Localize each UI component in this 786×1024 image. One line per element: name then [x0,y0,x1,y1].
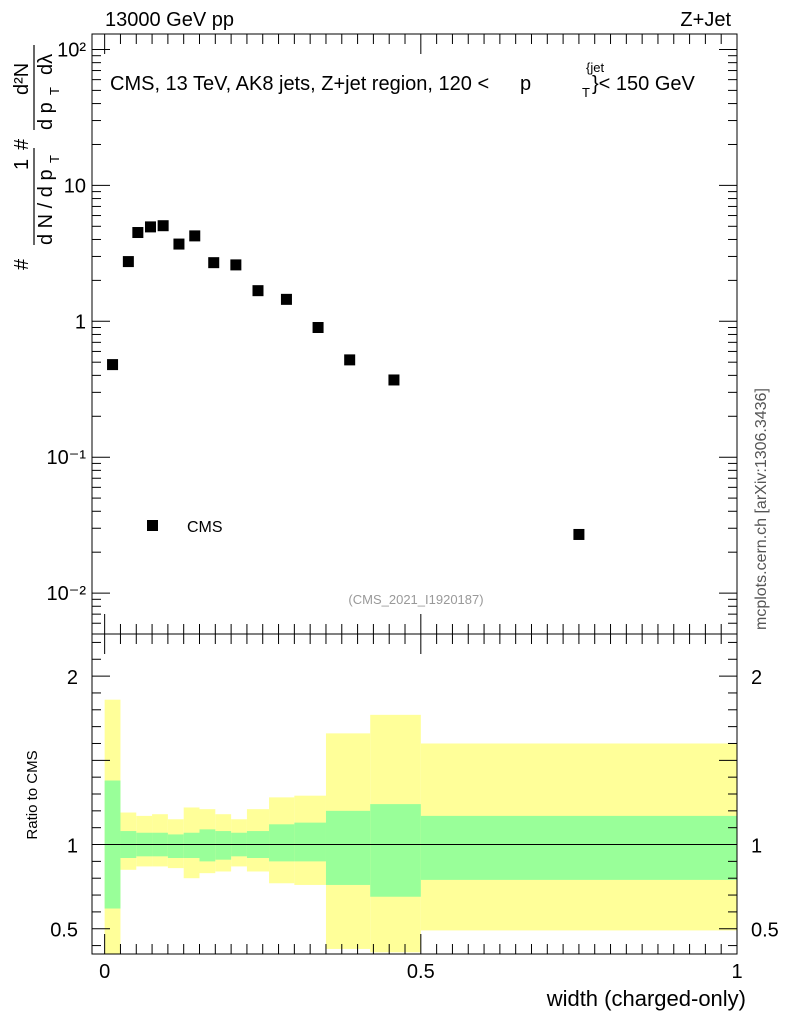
ylabel-dlambda: dλ [35,54,57,75]
x-axis-label: width (charged-only) [546,986,746,1011]
data-point [280,293,292,305]
ratio-y-tick-label: 1 [67,836,78,858]
main-y-tick-label: 10² [57,39,86,61]
data-point [173,238,185,250]
data-points [107,220,585,540]
ylabel-d2n: d²N [11,63,33,95]
x-tick-label: 0.5 [407,961,435,983]
data-point [312,322,324,334]
stat-uncertainty-bin [183,832,200,858]
stat-uncertainty-bin [325,810,371,885]
ratio-y-tick-label-right: 1 [751,836,762,858]
side-reference-label: mcplots.cern.ch [arXiv:1306.3436] [753,388,770,630]
main-x-ticks [104,34,738,634]
energy-label: 13000 GeV pp [105,9,234,31]
data-point [144,221,156,233]
stat-uncertainty-bin [199,829,216,862]
data-point [157,220,169,232]
ylabel-hash-1: # [11,258,33,270]
data-point [344,354,356,366]
main-y-tick-label: 1 [75,311,86,333]
main-y-tick-labels: 10⁻² 10⁻¹ 1 10 10² [47,39,87,605]
title-pt-subscript: T [582,85,590,100]
stat-uncertainty-bin [269,824,295,862]
data-point [189,230,201,242]
x-tick-label: 1 [731,961,742,983]
title-pt-symbol: p [520,73,531,95]
stat-uncertainty-bin [294,822,326,862]
title-pt-superscript: {jet [586,60,604,75]
ylabel-t-subscript-2: T [47,87,62,95]
stat-uncertainty-bin [370,804,421,897]
ratio-y-tick-label: 2 [67,667,78,689]
ratio-y-tick-label-right: 0.5 [751,920,779,942]
data-point [252,285,264,297]
main-y-tick-label: 10⁻¹ [47,447,87,469]
main-y-ticks [92,48,737,635]
ylabel-hash-2: # [11,138,33,150]
main-y-tick-label: 10 [64,175,86,197]
ratio-y-tick-label-right: 2 [751,667,762,689]
title-tail: }< 150 GeV [592,73,696,95]
legend-marker [147,520,158,531]
legend-label: CMS [187,519,223,536]
chart-title: CMS, 13 TeV, AK8 jets, Z+jet region, 120… [110,73,489,95]
data-point [208,257,220,269]
x-tick-labels: 0 0.5 1 [99,961,742,983]
ratio-bands [104,699,737,954]
process-label: Z+Jet [680,9,731,31]
data-point [132,227,144,239]
ratio-y-axis-label: Ratio to CMS [24,750,41,839]
x-tick-label: 0 [99,961,110,983]
main-panel: 10⁻² 10⁻¹ 1 10 10² CMS, 13 TeV, AK8 jets, Z+… [11,33,738,635]
ylabel-one: 1 [11,159,33,170]
data-point [388,374,400,386]
data-point [573,528,585,540]
ratio-panel: 0.5 0.51 12 2 0 0.5 1 Ratio to CMS width (cha… [24,633,779,1011]
ratio-ticks [92,634,738,954]
stat-uncertainty-bin [215,831,232,860]
main-y-tick-label: 10⁻² [47,583,87,605]
data-point [122,256,134,268]
main-frame [91,33,738,635]
stat-uncertainty-bin [420,815,737,880]
analysis-watermark: (CMS_2021_I1920187) [348,592,483,607]
ratio-y-tick-label: 0.5 [50,920,78,942]
main-y-axis-label: # 1 d N / d p T # d²N d p T dλ [11,45,62,270]
data-point [107,359,119,371]
ylabel-dpt: d p [35,102,57,130]
data-point [230,259,242,271]
ratio-tick-labels: 0.5 0.5 1 1 2 2 [50,667,779,942]
stat-uncertainty-bin [167,834,184,858]
ylabel-dn-dpt: d N / d p [35,169,57,245]
ylabel-t-subscript-1: T [47,155,62,163]
chart-title-main: CMS, 13 TeV, AK8 jets, Z+jet region, 120… [110,73,489,95]
